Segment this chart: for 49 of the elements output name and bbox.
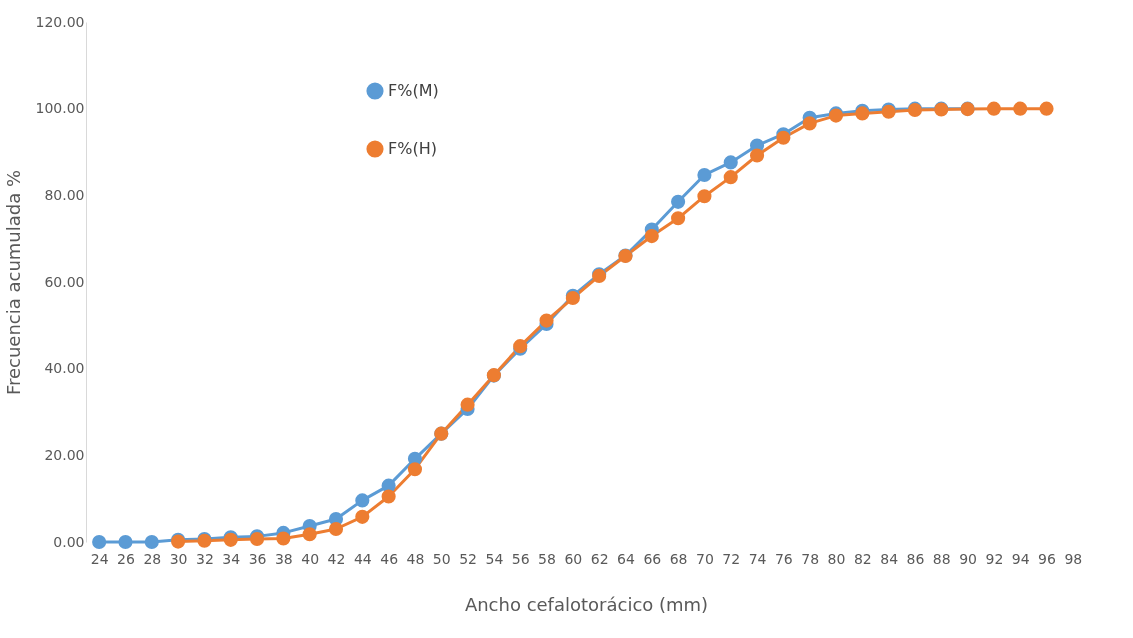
x-tick-label: 58 bbox=[538, 550, 556, 567]
x-tick-label: 54 bbox=[485, 550, 504, 567]
y-tick-label: 0.00 bbox=[53, 533, 85, 550]
x-tick-label: 56 bbox=[511, 550, 530, 567]
x-tick-label: 98 bbox=[1064, 550, 1083, 567]
y-axis-title: Frecuencia acumulada % bbox=[2, 169, 24, 396]
x-tick-label: 34 bbox=[222, 550, 241, 567]
y-tick-label: 40.00 bbox=[44, 360, 85, 377]
x-axis-title: Ancho cefalotorácico (mm) bbox=[464, 593, 709, 615]
y-tick-label: 100.00 bbox=[35, 100, 85, 117]
x-tick-label: 60 bbox=[564, 550, 583, 567]
x-tick-label: 44 bbox=[353, 550, 372, 567]
x-tick-label: 36 bbox=[248, 550, 267, 567]
legend-label: F%(M) bbox=[388, 81, 439, 100]
x-tick-label: 80 bbox=[827, 550, 846, 567]
x-tick-label: 70 bbox=[696, 550, 714, 567]
x-tick-label: 26 bbox=[117, 550, 135, 567]
x-tick-label: 28 bbox=[143, 550, 162, 567]
x-tick-label: 42 bbox=[327, 550, 346, 567]
x-tick-label: 24 bbox=[90, 550, 109, 567]
x-tick-label: 78 bbox=[801, 550, 820, 567]
x-tick-label: 30 bbox=[169, 550, 188, 567]
x-tick-label: 74 bbox=[748, 550, 767, 567]
x-tick-label: 86 bbox=[906, 550, 925, 567]
x-tick-label: 64 bbox=[617, 550, 635, 567]
x-tick-label: 84 bbox=[880, 550, 899, 567]
x-tick-label: 92 bbox=[985, 550, 1004, 567]
x-tick-label: 48 bbox=[406, 550, 425, 567]
x-tick-label: 66 bbox=[643, 550, 662, 567]
y-tick-label: 20.00 bbox=[44, 446, 85, 463]
x-tick-label: 94 bbox=[1011, 550, 1030, 567]
y-tick-label: 80.00 bbox=[44, 186, 85, 203]
x-tick-label: 68 bbox=[669, 550, 688, 567]
y-tick-label: 120.00 bbox=[35, 13, 85, 30]
x-tick-label: 90 bbox=[959, 550, 977, 567]
legend-label: F%(H) bbox=[388, 139, 437, 158]
x-tick-label: 46 bbox=[380, 550, 399, 567]
x-tick-label: 72 bbox=[722, 550, 741, 567]
x-tick-label: 76 bbox=[774, 550, 793, 567]
x-tick-label: 52 bbox=[459, 550, 477, 567]
x-tick-label: 38 bbox=[274, 550, 293, 567]
y-tick-label: 60.00 bbox=[44, 273, 85, 290]
x-tick-label: 82 bbox=[853, 550, 872, 567]
x-tick-label: 96 bbox=[1038, 550, 1057, 567]
x-tick-label: 62 bbox=[590, 550, 609, 567]
x-tick-label: 40 bbox=[301, 550, 320, 567]
x-tick-label: 88 bbox=[932, 550, 951, 567]
x-tick-label: 50 bbox=[432, 550, 451, 567]
x-tick-label: 32 bbox=[196, 550, 214, 567]
